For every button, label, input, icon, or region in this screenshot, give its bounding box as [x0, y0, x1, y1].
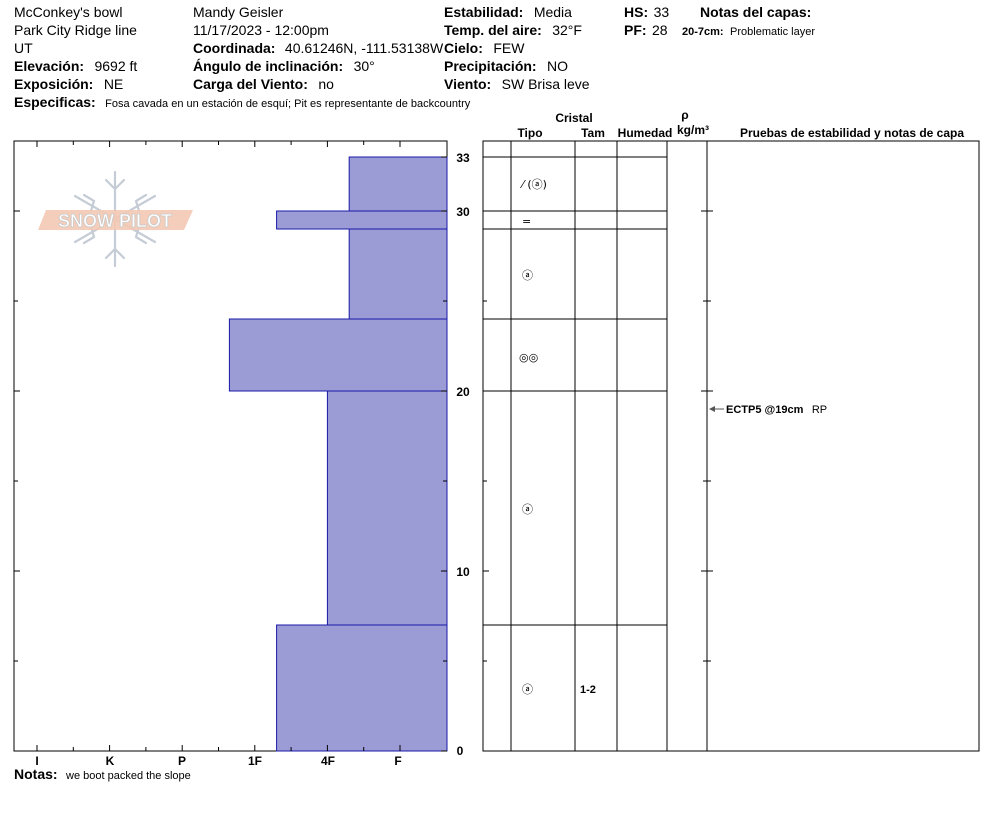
grain-type: ◎◎	[519, 351, 538, 364]
test-label: ECTP5 @19cm	[726, 404, 804, 416]
hardness-bar	[228, 318, 448, 392]
hardness-tick-label: I	[35, 754, 38, 768]
pf-value: 28	[652, 22, 668, 38]
sky-label: Cielo:	[444, 40, 483, 56]
depth-tick-label: 20	[456, 385, 470, 399]
table-frame	[482, 140, 980, 752]
hardness-axis: I K P 1F 4F F	[35, 141, 402, 768]
grain-type: ⓐ	[522, 683, 533, 696]
precipitation: Precipitación: NO	[444, 58, 568, 75]
hardness-bar	[326, 390, 448, 626]
snowpilot-logo: SNOW PILOT	[38, 170, 193, 268]
hs-label: HS:	[624, 4, 648, 20]
grain-size: 1-2	[580, 684, 596, 696]
svg-text:SNOW PILOT: SNOW PILOT	[58, 211, 172, 231]
notes-value: we boot packed the slope	[65, 770, 191, 782]
layer-note-range: 20-7cm:	[682, 26, 724, 38]
hs-value: 33	[654, 4, 670, 20]
slope-angle: Ángulo de inclinación: 30°	[193, 58, 375, 75]
coord-label: Coordinada:	[193, 40, 275, 56]
wind-load-value: no	[318, 76, 334, 92]
hardness-bar	[276, 624, 448, 752]
slope-value: 30°	[354, 58, 375, 74]
aspect: Exposición: NE	[14, 76, 123, 93]
air-temp: Temp. del aire: 32°F	[444, 22, 582, 39]
crystal-header: Cristal	[555, 111, 592, 125]
depth-axis: 0 10 20 30 33	[456, 151, 470, 758]
density-unit-header: kg/m³	[677, 123, 709, 137]
hardness-tick-label: F	[394, 754, 401, 768]
hardness-tick-label: 1F	[248, 754, 262, 768]
elevation-label: Elevación:	[14, 58, 84, 74]
specifics: Especificas: Fosa cavada en un estación …	[14, 94, 471, 111]
hardness-bars	[228, 156, 448, 752]
stability-test: ECTP5 @19cm RP	[709, 400, 827, 417]
hardness-bar	[276, 210, 448, 230]
air-temp-label: Temp. del aire:	[444, 22, 542, 38]
slope-label: Ángulo de inclinación:	[193, 58, 343, 74]
sky-value: FEW	[493, 40, 525, 56]
depth-tick-label: 0	[457, 744, 464, 758]
moisture-header: Humedad	[618, 126, 673, 140]
specifics-value: Fosa cavada en un estación de esquí; Pit…	[105, 98, 471, 110]
test-result: ECTP5 @19cm RP	[726, 400, 827, 417]
location: McConkey's bowl	[14, 4, 123, 20]
layer-note: 20-7cm: Problematic layer	[682, 22, 815, 39]
wind: Viento: SW Brisa leve	[444, 76, 590, 93]
density-ticks	[701, 210, 713, 752]
layer-notes-title: Notas del capas:	[700, 4, 811, 20]
state: UT	[14, 40, 33, 56]
coord-value: 40.61246N, -111.53138W	[285, 40, 444, 56]
grain-type: ⓐ	[522, 503, 533, 516]
wind-load: Carga del Viento: no	[193, 76, 334, 93]
wind-value: SW Brisa leve	[502, 76, 590, 92]
observer: Mandy Geisler	[193, 4, 284, 20]
notes: Notas: we boot packed the slope	[14, 766, 191, 783]
precip-value: NO	[547, 58, 568, 74]
test-quality: RP	[812, 404, 827, 416]
depth-tick-label: 33	[456, 151, 470, 165]
density-rho-header: ρ	[681, 108, 688, 122]
hardness-tick-label: P	[178, 754, 186, 768]
specifics-label: Especificas:	[14, 94, 96, 110]
grain-type: ⓐ	[522, 269, 533, 282]
datetime: 11/17/2023 - 12:00pm	[193, 22, 329, 38]
hardness-tick-label: K	[106, 754, 115, 768]
pf-label: PF:	[624, 22, 647, 38]
header: McConkey's bowl Park City Ridge line UT …	[14, 4, 815, 111]
hs: HS: 33	[624, 4, 669, 21]
stability-label: Estabilidad:	[444, 4, 523, 20]
depth-tick-label: 10	[456, 565, 470, 579]
grain-type: ⁄ (ⓐ)	[519, 178, 547, 191]
coordinates: Coordinada: 40.61246N, -111.53138W	[193, 40, 444, 57]
precip-label: Precipitación:	[444, 58, 537, 74]
size-header: Tam	[581, 126, 605, 140]
hardness-bar	[348, 228, 448, 320]
hardness-tick-label: 4F	[321, 754, 335, 768]
stability: Estabilidad: Media	[444, 4, 572, 21]
hardness-plot: SNOW PILOT I K P 1F 4F F 0 10 20 30 33	[13, 140, 489, 768]
aspect-label: Exposición:	[14, 76, 93, 92]
air-temp-value: 32°F	[552, 22, 582, 38]
aspect-value: NE	[104, 76, 123, 92]
tests-header: Pruebas de estabilidad y notas de capa	[740, 126, 964, 140]
wind-load-label: Carga del Viento:	[193, 76, 308, 92]
elevation-value: 9692 ft	[94, 58, 137, 74]
sub-location: Park City Ridge line	[14, 22, 137, 38]
pf: PF: 28	[624, 22, 668, 39]
grain-type: =	[522, 215, 531, 228]
layer-note-text: Problematic layer	[730, 26, 815, 38]
notes-label: Notas:	[14, 766, 58, 782]
sky: Cielo: FEW	[444, 40, 525, 57]
hardness-bar	[348, 156, 448, 212]
type-header: Tipo	[517, 126, 542, 140]
layer-boundaries	[483, 156, 667, 626]
layer-table: Cristal Tipo Tam Humedad ρ kg/m³ Pruebas…	[482, 108, 980, 752]
depth-tick-label: 30	[456, 205, 470, 219]
elevation: Elevación: 9692 ft	[14, 58, 137, 75]
wind-label: Viento:	[444, 76, 491, 92]
stability-value: Media	[534, 4, 572, 20]
